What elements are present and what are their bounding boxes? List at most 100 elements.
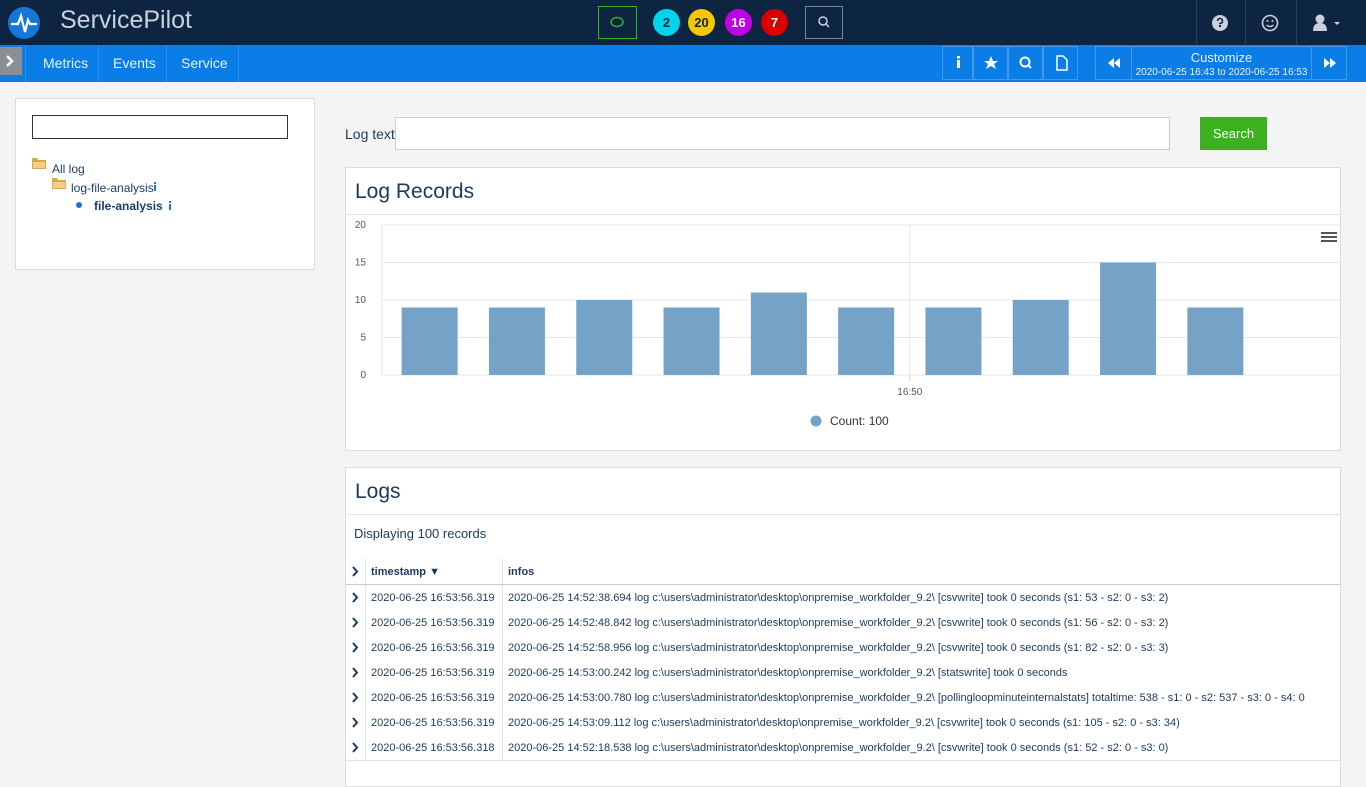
- panel-title: Logs: [355, 480, 401, 503]
- sidebar-toggle[interactable]: [0, 47, 22, 75]
- chat-button[interactable]: [598, 6, 637, 39]
- search-label: Log text: [345, 126, 395, 142]
- help-icon[interactable]: [1211, 14, 1229, 32]
- brand[interactable]: ServicePilot: [60, 6, 192, 34]
- folder-icon: [52, 178, 66, 189]
- legend-label[interactable]: Count: 100: [830, 414, 889, 428]
- table-row: 2020-06-25 16:53:56.319 2020-06-25 14:52:…: [346, 610, 1340, 636]
- expand-row[interactable]: [346, 585, 366, 610]
- expand-row[interactable]: [346, 685, 366, 710]
- info-cell: 2020-06-25 14:53:09.112 log c:\users\adm…: [508, 717, 1180, 729]
- folder-icon: [32, 158, 46, 169]
- menu-item[interactable]: Service: [171, 45, 239, 82]
- table-row: 2020-06-25 16:53:56.319 2020-06-25 14:52:…: [346, 635, 1340, 661]
- y-tick-label: 10: [355, 295, 367, 306]
- search-button[interactable]: Search: [1200, 117, 1267, 150]
- table-row: 2020-06-25 16:53:56.319 2020-06-25 14:53:…: [346, 660, 1340, 686]
- nav-bar: Metrics Events Service Customize 2020-06…: [0, 45, 1366, 82]
- menu-item[interactable]: Events: [103, 45, 167, 82]
- bar: [488, 307, 545, 375]
- table-row: 2020-06-25 16:53:56.318 2020-06-25 14:52:…: [346, 735, 1340, 761]
- column-divider: [365, 710, 366, 735]
- favorite-button[interactable]: [973, 46, 1008, 80]
- separator: [1296, 0, 1297, 45]
- column-divider: [365, 685, 366, 710]
- logo: [8, 7, 40, 39]
- menu-icon[interactable]: [1321, 232, 1337, 242]
- column-divider: [502, 710, 503, 735]
- bar: [838, 307, 895, 375]
- timestamp-cell: 2020-06-25 16:53:56.319: [371, 592, 495, 604]
- badge[interactable]: 20: [688, 9, 715, 36]
- info-button[interactable]: [942, 46, 973, 80]
- column-divider: [502, 735, 503, 760]
- legend-marker: [810, 415, 822, 427]
- expand-row[interactable]: [346, 735, 366, 760]
- x-tick-label: 16:50: [897, 387, 922, 398]
- column-divider: [365, 559, 366, 584]
- expand-all[interactable]: [346, 559, 366, 584]
- badge[interactable]: 2: [653, 9, 680, 36]
- panel-title: Log Records: [355, 180, 475, 203]
- y-tick-label: 15: [355, 258, 367, 269]
- expand-row[interactable]: [346, 660, 366, 685]
- column-divider: [365, 660, 366, 685]
- report-button[interactable]: [1043, 46, 1078, 80]
- column-divider: [365, 585, 366, 610]
- top-bar: ServicePilot 2 20 16 7: [0, 0, 1366, 45]
- info-cell: 2020-06-25 14:53:00.242 log c:\users\adm…: [508, 667, 1068, 679]
- bar: [401, 307, 458, 375]
- info-cell: 2020-06-25 14:52:38.694 log c:\users\adm…: [508, 592, 1169, 604]
- period: 2020-06-25 16:43 to 2020-06-25 16:53: [1135, 67, 1308, 78]
- search-input[interactable]: [395, 117, 1170, 150]
- bar: [1187, 307, 1244, 375]
- expand-row[interactable]: [346, 710, 366, 735]
- info-icon[interactable]: [167, 200, 173, 211]
- divider: [346, 514, 1340, 515]
- separator: [1245, 0, 1246, 45]
- timestamp-cell: 2020-06-25 16:53:56.319: [371, 617, 495, 629]
- previous-period[interactable]: [1095, 46, 1132, 80]
- customize-button[interactable]: Customize 2020-06-25 16:43 to 2020-06-25…: [1131, 46, 1312, 80]
- divider: [346, 214, 1340, 215]
- timestamp-cell: 2020-06-25 16:53:56.319: [371, 667, 495, 679]
- chart: 0 5 10 15 20 16:50 Count: 100: [355, 220, 1340, 428]
- timestamp-cell: 2020-06-25 16:53:56.318: [371, 742, 495, 754]
- column-divider: [365, 610, 366, 635]
- feedback-icon[interactable]: [1261, 14, 1279, 32]
- table-row: 2020-06-25 16:53:56.319 2020-06-25 14:53:…: [346, 685, 1340, 711]
- user-menu[interactable]: [1311, 13, 1345, 33]
- badge[interactable]: 7: [761, 9, 788, 36]
- column-divider: [502, 559, 503, 584]
- bar: [576, 300, 633, 375]
- zoom-button[interactable]: [1008, 46, 1043, 80]
- timestamp-cell: 2020-06-25 16:53:56.319: [371, 692, 495, 704]
- bar: [1100, 262, 1157, 375]
- tree-filter[interactable]: [32, 115, 288, 139]
- bar: [1012, 300, 1069, 375]
- separator: [1196, 0, 1197, 45]
- tree-node[interactable]: All log: [52, 162, 85, 176]
- info-icon[interactable]: [152, 181, 158, 192]
- column-divider: [365, 635, 366, 660]
- search-button[interactable]: [805, 6, 843, 39]
- badge[interactable]: 16: [725, 9, 752, 36]
- tree-node[interactable]: file-analysis: [94, 199, 163, 213]
- table-row: 2020-06-25 16:53:56.319 2020-06-25 14:52:…: [346, 585, 1340, 611]
- menu-item[interactable]: Metrics: [33, 45, 100, 82]
- column-header[interactable]: timestamp ▼: [371, 566, 440, 578]
- next-period[interactable]: [1311, 46, 1347, 80]
- column-divider: [502, 585, 503, 610]
- expand-row[interactable]: [346, 635, 366, 660]
- timestamp-cell: 2020-06-25 16:53:56.319: [371, 642, 495, 654]
- y-tick-label: 0: [360, 370, 366, 381]
- tree-node[interactable]: log-file-analysis: [71, 181, 154, 195]
- y-tick-label: 20: [355, 220, 367, 231]
- column-divider: [502, 635, 503, 660]
- expand-row[interactable]: [346, 610, 366, 635]
- table-row: 2020-06-25 16:53:56.319 2020-06-25 14:53:…: [346, 710, 1340, 736]
- column-header[interactable]: infos: [508, 566, 535, 578]
- bar: [925, 307, 982, 375]
- column-divider: [502, 610, 503, 635]
